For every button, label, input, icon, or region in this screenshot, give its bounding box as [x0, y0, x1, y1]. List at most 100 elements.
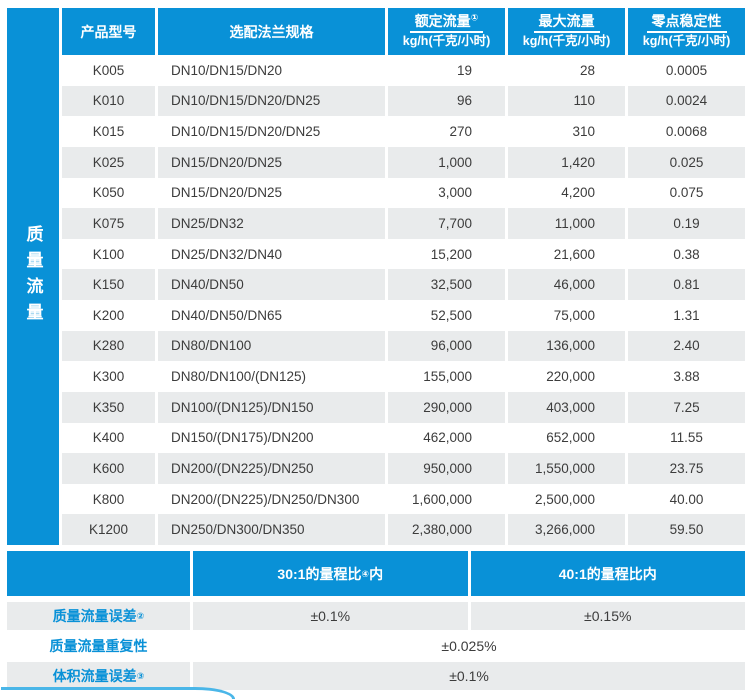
table-row: K015 DN10/DN15/DN20/DN25 270 310 0.0068	[62, 116, 745, 147]
flow-spec-table: 产品型号 选配法兰规格 额定流量① kg/h(千克/小时) 最大流量 kg/h(…	[62, 8, 745, 545]
cell-model: K150	[62, 269, 155, 300]
table-row: K150 DN40/DN50 32,500 46,000 0.81	[62, 269, 745, 300]
cell-max-flow: 75,000	[508, 300, 625, 331]
cell-model: K010	[62, 85, 155, 117]
header-flange: 选配法兰规格	[158, 8, 385, 55]
cell-zero-stability: 23.75	[628, 453, 745, 484]
cell-model: K050	[62, 177, 155, 209]
table-row: K010 DN10/DN15/DN20/DN25 96 110 0.0024	[62, 85, 745, 117]
cell-flange: DN25/DN32/DN40	[158, 238, 385, 270]
cell-zero-stability: 0.025	[628, 146, 745, 178]
cell-model: K600	[62, 453, 155, 484]
cell-flange: DN80/DN100/(DN125)	[158, 361, 385, 392]
header-zero-stability-unit: kg/h(千克/小时)	[642, 34, 731, 49]
cell-flange: DN200/(DN225)/DN250	[158, 453, 385, 484]
section-label-mass-flow: 质量流量	[7, 8, 59, 545]
cell-flange: DN25/DN32	[158, 208, 385, 239]
cell-rated-flow: 290,000	[388, 391, 505, 423]
cell-max-flow: 3,266,000	[508, 514, 625, 545]
cell-rated-flow: 155,000	[388, 361, 505, 392]
table-row: K050 DN15/DN20/DN25 3,000 4,200 0.075	[62, 177, 745, 209]
cell-model: K100	[62, 238, 155, 270]
footnote-1-marker: ①	[470, 12, 479, 23]
mass-flow-repeatability-label: 质量流量重复性	[7, 630, 190, 662]
cell-rated-flow: 7,700	[388, 208, 505, 239]
header-zero-stability: 零点稳定性 kg/h(千克/小时)	[628, 8, 745, 55]
table-row: K200 DN40/DN50/DN65 52,500 75,000 1.31	[62, 300, 745, 331]
cell-rated-flow: 1,600,000	[388, 483, 505, 515]
cell-flange: DN80/DN100	[158, 330, 385, 362]
cell-flange: DN200/(DN225)/DN250/DN300	[158, 483, 385, 515]
cell-flange: DN10/DN15/DN20	[158, 55, 385, 86]
cell-max-flow: 403,000	[508, 391, 625, 423]
header-model: 产品型号	[62, 8, 155, 55]
mass-flow-repeatability-value: ±0.025%	[193, 630, 745, 662]
accuracy-header-spacer	[7, 551, 190, 596]
mass-flow-repeatability-row: 质量流量重复性 ±0.025%	[7, 630, 745, 662]
cell-model: K200	[62, 300, 155, 331]
cell-max-flow: 136,000	[508, 330, 625, 362]
table-row: K025 DN15/DN20/DN25 1,000 1,420 0.025	[62, 146, 745, 178]
mass-flow-error-value-30: ±0.1%	[193, 602, 468, 630]
cell-zero-stability: 11.55	[628, 422, 745, 454]
cell-model: K350	[62, 391, 155, 423]
cell-max-flow: 46,000	[508, 269, 625, 300]
cell-rated-flow: 19	[388, 55, 505, 86]
decorative-corner-line	[1, 687, 235, 699]
table-body: K005 DN10/DN15/DN20 19 28 0.0005 K010 DN10/DN1…	[62, 55, 745, 545]
table-row: K300 DN80/DN100/(DN125) 155,000 220,000 3.88	[62, 361, 745, 392]
cell-rated-flow: 1,000	[388, 146, 505, 178]
table-header-row: 产品型号 选配法兰规格 额定流量① kg/h(千克/小时) 最大流量 kg/h(…	[62, 8, 745, 55]
mass-flow-vertical-label: 质量流量	[23, 224, 43, 329]
cell-flange: DN15/DN20/DN25	[158, 146, 385, 178]
cell-rated-flow: 32,500	[388, 269, 505, 300]
cell-max-flow: 652,000	[508, 422, 625, 454]
cell-max-flow: 28	[508, 55, 625, 86]
cell-zero-stability: 0.0005	[628, 55, 745, 86]
cell-rated-flow: 52,500	[388, 300, 505, 331]
header-zero-stability-title: 零点稳定性	[646, 13, 727, 34]
cell-flange: DN15/DN20/DN25	[158, 177, 385, 209]
spec-table-area: 质量流量 产品型号 选配法兰规格 额定流量① kg/h(千克/小时) 最大流量 …	[7, 8, 745, 545]
cell-max-flow: 220,000	[508, 361, 625, 392]
cell-zero-stability: 0.0024	[628, 85, 745, 117]
cell-model: K025	[62, 146, 155, 178]
cell-max-flow: 1,550,000	[508, 453, 625, 484]
cell-max-flow: 110	[508, 85, 625, 117]
accuracy-table: 30:1的量程比 ④ 内 40:1的量程比内 质量流量误差 ② ±0.1% ±0.15…	[7, 551, 745, 690]
table-row: K1200 DN250/DN300/DN350 2,380,000 3,266,000…	[62, 514, 745, 545]
cell-model: K015	[62, 116, 155, 147]
cell-zero-stability: 59.50	[628, 514, 745, 545]
mass-flow-error-value-40: ±0.15%	[470, 602, 745, 630]
cell-rated-flow: 96	[388, 85, 505, 117]
cell-flange: DN40/DN50/DN65	[158, 300, 385, 331]
cell-max-flow: 21,600	[508, 238, 625, 270]
header-max-flow: 最大流量 kg/h(千克/小时)	[508, 8, 625, 55]
cell-model: K075	[62, 208, 155, 239]
cell-max-flow: 310	[508, 116, 625, 147]
cell-flange: DN100/(DN125)/DN150	[158, 391, 385, 423]
accuracy-header-row: 30:1的量程比 ④ 内 40:1的量程比内	[7, 551, 745, 596]
cell-model: K280	[62, 330, 155, 362]
cell-zero-stability: 0.075	[628, 177, 745, 209]
cell-rated-flow: 2,380,000	[388, 514, 505, 545]
header-max-flow-unit: kg/h(千克/小时)	[522, 34, 611, 49]
cell-max-flow: 11,000	[508, 208, 625, 239]
cell-rated-flow: 462,000	[388, 422, 505, 454]
header-rated-flow-title: 额定流量①	[409, 12, 484, 34]
table-row: K400 DN150/(DN175)/DN200 462,000 652,000 11.…	[62, 422, 745, 454]
cell-rated-flow: 15,200	[388, 238, 505, 270]
header-max-flow-title: 最大流量	[533, 13, 600, 34]
volume-flow-error-row: 体积流量误差 ③ ±0.1%	[7, 662, 745, 690]
header-rated-flow: 额定流量① kg/h(千克/小时)	[388, 8, 505, 55]
cell-rated-flow: 96,000	[388, 330, 505, 362]
cell-model: K800	[62, 483, 155, 515]
cell-model: K1200	[62, 514, 155, 545]
table-row: K280 DN80/DN100 96,000 136,000 2.40	[62, 330, 745, 362]
mass-flow-error-row: 质量流量误差 ② ±0.1% ±0.15%	[7, 602, 745, 630]
cell-rated-flow: 3,000	[388, 177, 505, 209]
cell-zero-stability: 3.88	[628, 361, 745, 392]
header-turndown-40-1: 40:1的量程比内	[470, 551, 745, 596]
cell-flange: DN10/DN15/DN20/DN25	[158, 85, 385, 117]
